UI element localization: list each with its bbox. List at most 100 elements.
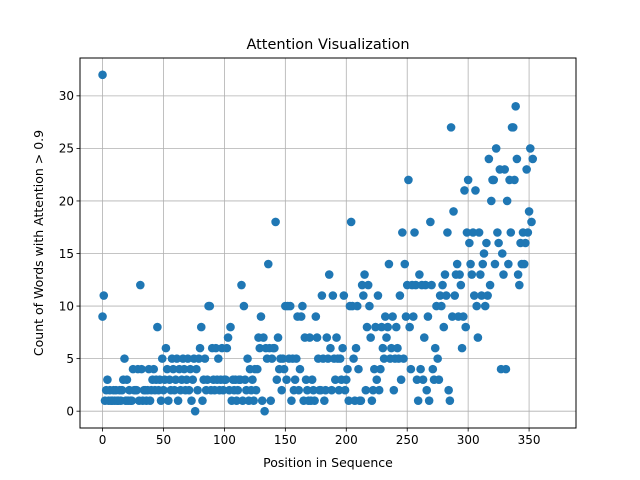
data-point bbox=[494, 238, 503, 248]
data-point bbox=[468, 228, 478, 237]
data-point bbox=[238, 396, 247, 405]
data-point bbox=[307, 375, 317, 384]
y-tick-label: 0 bbox=[66, 404, 74, 418]
data-point bbox=[474, 228, 484, 237]
data-point bbox=[487, 196, 496, 206]
data-point bbox=[196, 322, 206, 332]
data-point bbox=[170, 385, 179, 395]
data-point bbox=[305, 333, 315, 342]
data-point bbox=[410, 228, 419, 237]
data-point bbox=[469, 291, 479, 300]
data-point bbox=[446, 123, 456, 132]
data-point bbox=[349, 354, 358, 363]
data-point bbox=[366, 333, 375, 342]
data-point bbox=[405, 322, 414, 332]
data-point bbox=[271, 217, 280, 227]
data-point bbox=[311, 312, 321, 321]
data-point bbox=[255, 343, 265, 353]
data-point bbox=[476, 270, 485, 279]
y-tick-label: 10 bbox=[59, 299, 74, 313]
data-point bbox=[380, 312, 390, 321]
y-tick-label: 30 bbox=[59, 89, 74, 103]
data-point bbox=[500, 165, 510, 174]
data-point bbox=[367, 396, 377, 405]
data-point bbox=[393, 343, 402, 353]
data-point bbox=[179, 364, 189, 374]
data-point bbox=[384, 259, 394, 269]
data-point bbox=[340, 385, 350, 395]
x-axis-label: Position in Sequence bbox=[263, 455, 393, 470]
data-point bbox=[327, 385, 336, 395]
data-point bbox=[259, 333, 268, 342]
data-point bbox=[460, 186, 469, 195]
data-point bbox=[317, 291, 327, 300]
data-point bbox=[399, 354, 408, 363]
data-point bbox=[332, 333, 341, 342]
y-axis-label: Count of Words with Attention > 0.9 bbox=[31, 130, 46, 356]
data-point bbox=[193, 385, 202, 395]
data-point bbox=[122, 375, 132, 384]
data-point bbox=[253, 364, 262, 374]
data-point bbox=[321, 385, 330, 395]
data-point bbox=[279, 364, 289, 374]
data-point bbox=[363, 280, 373, 290]
data-point bbox=[194, 354, 204, 363]
data-point bbox=[511, 102, 520, 111]
data-point bbox=[527, 217, 536, 227]
data-point bbox=[466, 259, 475, 269]
data-point bbox=[257, 396, 267, 405]
data-point bbox=[343, 364, 352, 374]
data-point bbox=[401, 312, 411, 321]
data-point bbox=[434, 375, 444, 384]
data-point bbox=[441, 291, 451, 300]
data-point bbox=[223, 333, 233, 342]
data-point bbox=[484, 154, 494, 164]
data-point bbox=[256, 312, 266, 321]
data-point bbox=[435, 291, 445, 300]
data-point bbox=[482, 238, 491, 248]
data-point bbox=[260, 406, 269, 416]
chart-title: Attention Visualization bbox=[246, 37, 409, 53]
x-tick-label: 100 bbox=[213, 433, 236, 447]
data-point bbox=[282, 375, 291, 384]
data-point bbox=[433, 354, 442, 363]
data-point bbox=[172, 354, 182, 363]
data-point bbox=[424, 396, 434, 405]
data-point bbox=[483, 291, 492, 300]
data-point bbox=[290, 375, 300, 384]
data-point bbox=[415, 270, 424, 279]
data-point bbox=[465, 238, 474, 248]
plot-frame bbox=[79, 57, 577, 429]
data-point bbox=[339, 291, 349, 300]
data-point bbox=[388, 312, 397, 321]
data-point bbox=[296, 312, 306, 321]
data-point bbox=[421, 280, 430, 290]
data-point bbox=[389, 385, 399, 395]
data-point bbox=[273, 333, 283, 342]
data-point bbox=[168, 364, 178, 374]
data-point bbox=[458, 312, 468, 321]
data-point bbox=[237, 280, 246, 290]
data-point bbox=[295, 364, 305, 374]
data-point bbox=[361, 385, 371, 395]
data-point bbox=[430, 343, 440, 353]
data-point bbox=[251, 385, 261, 395]
data-point bbox=[524, 207, 534, 216]
data-point bbox=[173, 396, 183, 405]
data-point bbox=[356, 396, 366, 405]
data-point bbox=[357, 280, 367, 290]
x-tick-label: 0 bbox=[99, 433, 107, 447]
data-point bbox=[188, 375, 198, 384]
data-point bbox=[411, 280, 421, 290]
data-point bbox=[400, 259, 410, 269]
data-point bbox=[233, 385, 243, 395]
data-point bbox=[351, 343, 361, 353]
data-point bbox=[485, 280, 495, 290]
data-point bbox=[187, 396, 196, 405]
data-point bbox=[120, 354, 129, 363]
data-point bbox=[277, 385, 286, 395]
data-point bbox=[463, 175, 473, 185]
data-point bbox=[185, 364, 195, 374]
data-point bbox=[149, 364, 159, 374]
data-point bbox=[159, 385, 168, 395]
